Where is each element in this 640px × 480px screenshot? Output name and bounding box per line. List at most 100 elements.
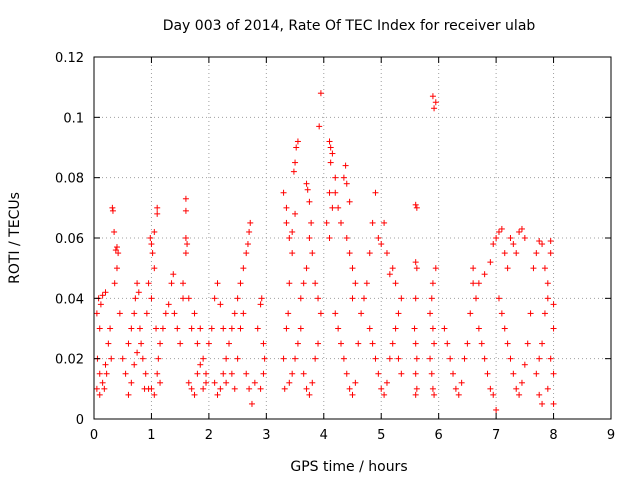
data-point	[159, 325, 166, 332]
x-tick-label: 4	[320, 428, 328, 443]
data-point	[260, 370, 267, 377]
data-point	[300, 280, 307, 287]
data-point	[248, 400, 255, 407]
data-point	[478, 340, 485, 347]
data-point	[375, 235, 382, 241]
data-point	[243, 370, 250, 377]
data-point	[116, 310, 123, 317]
y-tick-label: 0.02	[55, 353, 84, 368]
data-point	[165, 301, 172, 308]
data-point	[413, 265, 420, 272]
data-point	[521, 361, 528, 368]
data-point	[493, 406, 500, 413]
data-point	[257, 385, 264, 392]
data-point	[286, 235, 293, 241]
data-point	[349, 265, 356, 272]
data-point	[188, 325, 195, 332]
data-point	[171, 310, 178, 317]
data-point	[289, 250, 296, 257]
data-point	[188, 385, 195, 392]
data-point	[349, 391, 356, 398]
data-point	[211, 295, 218, 302]
data-point	[464, 340, 471, 347]
data-point	[191, 310, 198, 317]
x-axis-ticks: 0 1 2 3 4 5 6 7 8 9	[90, 57, 615, 443]
data-point	[115, 250, 122, 257]
data-point	[138, 340, 145, 347]
data-point	[533, 250, 540, 257]
data-point	[516, 228, 523, 235]
data-point	[498, 225, 505, 232]
data-point	[547, 250, 554, 257]
data-point	[220, 325, 227, 332]
data-point	[355, 340, 362, 347]
data-point	[427, 355, 434, 362]
data-point	[99, 292, 106, 299]
data-point	[461, 355, 468, 362]
data-point	[326, 138, 333, 145]
data-point	[247, 219, 254, 226]
x-tick-label: 2	[205, 428, 213, 443]
data-point	[203, 370, 210, 377]
data-point	[541, 265, 548, 272]
data-point	[326, 189, 333, 196]
data-point	[261, 355, 268, 362]
data-point	[147, 235, 154, 241]
data-point	[243, 250, 250, 257]
data-point	[292, 159, 299, 166]
data-point	[481, 355, 488, 362]
data-point	[332, 174, 339, 181]
data-point	[205, 340, 212, 347]
data-point	[234, 295, 241, 302]
data-point	[536, 355, 543, 362]
data-point	[142, 370, 149, 377]
data-point	[386, 355, 393, 362]
data-point	[343, 235, 350, 241]
x-tick-label: 5	[377, 428, 385, 443]
data-point	[292, 355, 299, 362]
data-point	[428, 295, 435, 302]
data-point	[260, 340, 267, 347]
data-point	[346, 385, 353, 392]
data-point	[340, 174, 347, 181]
data-point	[309, 250, 316, 257]
data-point	[493, 235, 500, 241]
data-point	[289, 370, 296, 377]
data-point	[231, 310, 238, 317]
data-point	[507, 355, 514, 362]
data-point	[550, 301, 557, 308]
data-point	[283, 204, 290, 211]
data-point	[518, 225, 525, 232]
data-point	[447, 355, 454, 362]
data-point	[157, 340, 164, 347]
data-point	[412, 391, 419, 398]
data-point	[389, 265, 396, 272]
data-point	[294, 340, 301, 347]
data-point	[154, 210, 161, 217]
data-point	[194, 340, 201, 347]
data-point	[185, 379, 192, 386]
data-point	[550, 370, 557, 377]
data-point	[128, 379, 135, 386]
data-point	[487, 385, 494, 392]
data-point	[290, 168, 297, 175]
data-point	[244, 241, 251, 248]
data-point	[286, 280, 293, 287]
data-point	[378, 241, 385, 248]
data-point	[412, 340, 419, 347]
data-point	[412, 201, 419, 208]
data-point	[240, 310, 247, 317]
data-point	[413, 204, 420, 211]
data-point	[475, 325, 482, 332]
data-point	[148, 385, 155, 392]
data-point	[431, 391, 438, 398]
data-point	[96, 391, 103, 398]
data-point	[182, 250, 189, 257]
data-point	[111, 280, 118, 287]
data-point	[550, 325, 557, 332]
data-point	[303, 265, 310, 272]
data-point	[323, 219, 330, 226]
data-point	[501, 325, 508, 332]
data-point	[392, 325, 399, 332]
x-tick-label: 6	[435, 428, 443, 443]
